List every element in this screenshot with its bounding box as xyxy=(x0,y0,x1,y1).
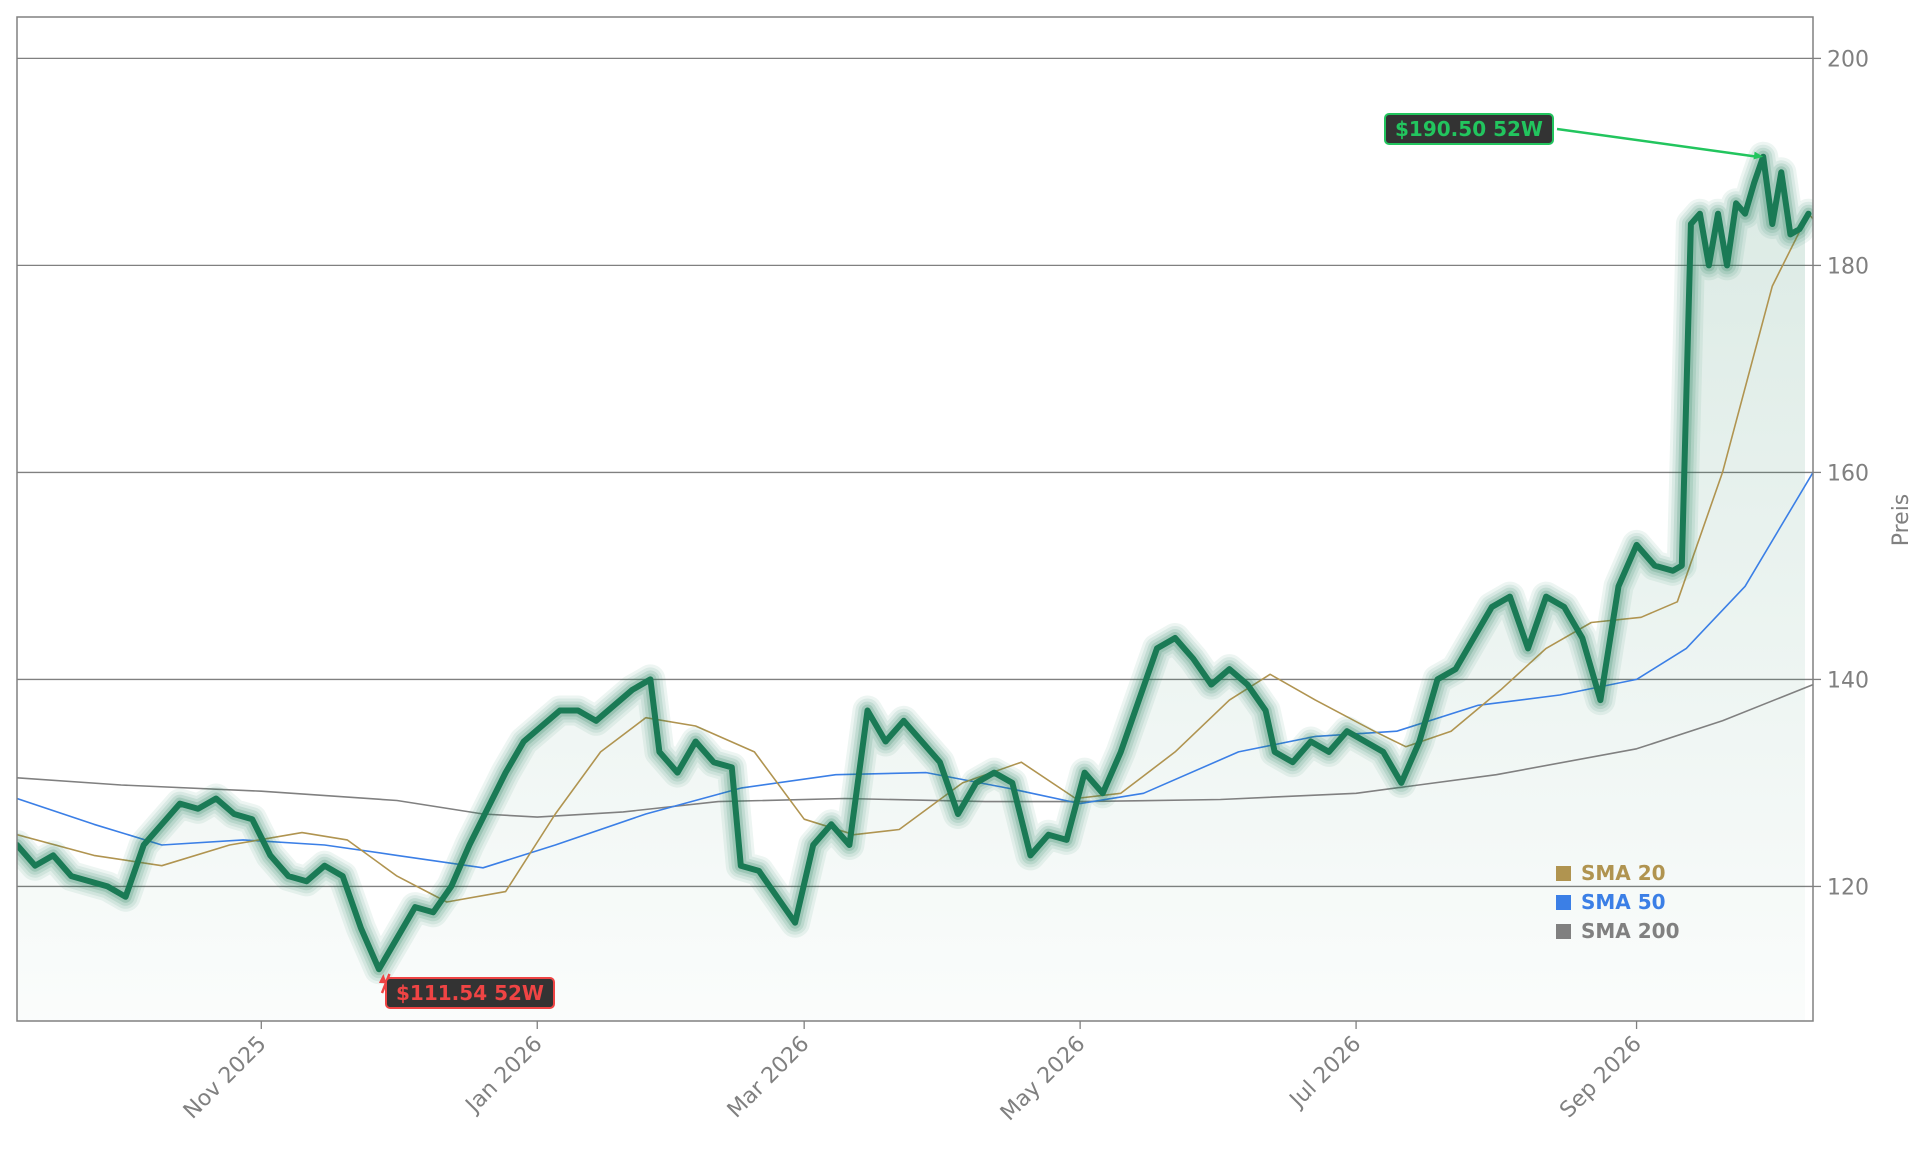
annotation-label: $190.50 52W xyxy=(1395,117,1543,141)
annotation-label: $111.54 52W xyxy=(396,981,544,1005)
price-area-fill xyxy=(17,156,1809,1021)
x-tick-label: Jul 2026 xyxy=(1284,1032,1366,1114)
series-line-sma-50 xyxy=(17,471,1813,869)
y-tick-label: 160 xyxy=(1827,461,1869,486)
legend-label: SMA 20 xyxy=(1581,861,1666,885)
annotation-arrow xyxy=(1556,127,1758,158)
annotation-arrowhead xyxy=(1753,151,1764,160)
series-line-sma-200 xyxy=(17,683,1813,818)
legend-swatch xyxy=(1556,866,1571,881)
annotations: $190.50 52W $111.54 52W xyxy=(378,113,1764,1009)
annotation-box xyxy=(385,977,555,1009)
x-tick-label: Mar 2026 xyxy=(723,1032,815,1124)
price-line xyxy=(17,153,1812,973)
series-line-sma-20 xyxy=(17,212,1813,903)
annotation-box xyxy=(1384,113,1554,145)
y-tick-label: 120 xyxy=(1827,875,1869,900)
y-axis: 120 140 160 180 200 xyxy=(1813,47,1869,900)
x-tick-label: Sep 2026 xyxy=(1555,1032,1647,1124)
legend: SMA 20 SMA 50 SMA 200 xyxy=(1556,861,1680,943)
x-axis: Nov 2025 Jan 2026 Mar 2026 May 2026 Jul 2026… xyxy=(179,1021,1647,1126)
legend-swatch xyxy=(1556,924,1571,939)
series-lines xyxy=(17,141,1813,985)
y-tick-label: 200 xyxy=(1827,47,1869,72)
y-tick-label: 140 xyxy=(1827,668,1869,693)
annotation-arrowhead xyxy=(378,974,387,984)
y-tick-label: 180 xyxy=(1827,254,1869,279)
y-axis-title: Preis xyxy=(1889,494,1914,547)
x-tick-label: Jan 2026 xyxy=(460,1032,548,1120)
legend-label: SMA 50 xyxy=(1581,890,1666,914)
x-tick-label: Nov 2025 xyxy=(179,1032,272,1125)
x-tick-label: May 2026 xyxy=(996,1032,1090,1126)
legend-swatch xyxy=(1556,895,1571,910)
plot-frame xyxy=(16,16,1814,1022)
legend-label: SMA 200 xyxy=(1581,919,1680,943)
